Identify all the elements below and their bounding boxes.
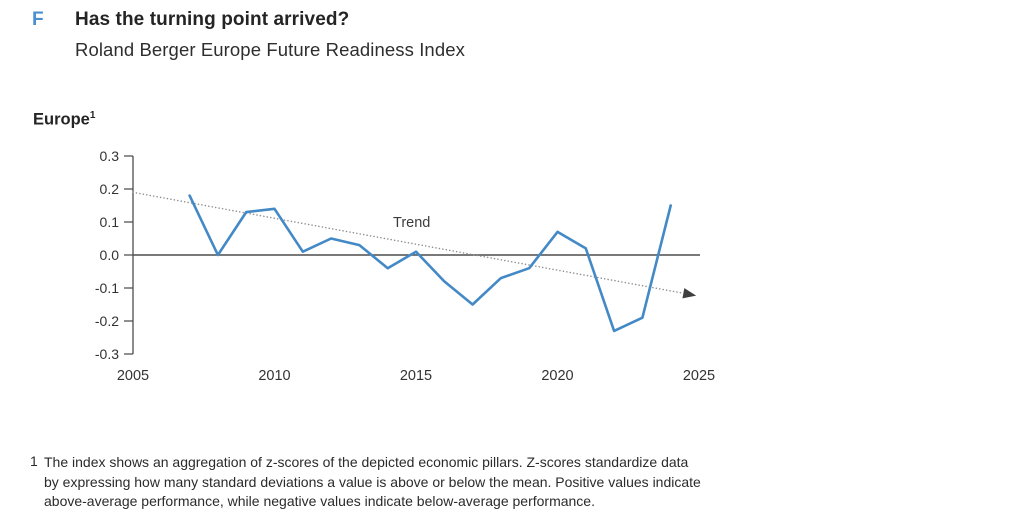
x-axis-tick-label: 2010: [258, 368, 291, 384]
x-axis-tick-label: 2015: [399, 368, 433, 384]
series-region-label-text: Europe: [33, 110, 90, 129]
trend-label: Trend: [393, 215, 431, 231]
y-axis-tick-label: -0.1: [94, 280, 119, 296]
y-axis: [124, 155, 134, 355]
footnote-marker: 1: [30, 453, 38, 469]
x-axis-tick-label: 2025: [682, 368, 716, 384]
x-axis-tick-label: 2005: [116, 368, 150, 384]
y-axis-tick-label: -0.2: [94, 313, 119, 329]
y-axis-tick-label: 0.0: [99, 247, 119, 263]
series-region-label: Europe1: [33, 110, 95, 130]
x-axis-tick-label: 2020: [541, 368, 574, 384]
trend-line: [132, 191, 684, 294]
footnote-line: by expressing how many standard deviatio…: [44, 473, 701, 490]
footnote-line: above-average performance, while negativ…: [44, 493, 595, 509]
y-axis-tick-label: 0.2: [99, 181, 119, 197]
trend-arrowhead: [682, 288, 697, 299]
y-axis-tick-label: -0.3: [94, 346, 119, 362]
footnote-line: The index shows an aggregation of z-scor…: [44, 454, 689, 470]
figure-letter: F: [32, 9, 44, 30]
footnote-ref-superscript: 1: [89, 110, 96, 121]
footnote-text: The index shows an aggregation of z-scor…: [44, 453, 701, 512]
figure-title: Has the turning point arrived?: [75, 9, 350, 30]
y-axis-tick-label: 0.1: [99, 214, 119, 230]
figure-subtitle: Roland Berger Europe Future Readiness In…: [75, 39, 465, 60]
data-line-europe: [188, 194, 673, 333]
y-axis-tick-label: 0.3: [99, 148, 119, 164]
footnote: 1 The index shows an aggregation of z-sc…: [30, 453, 701, 512]
